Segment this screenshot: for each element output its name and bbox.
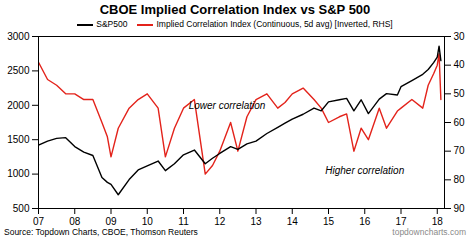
- svg-text:80: 80: [454, 174, 466, 185]
- svg-text:500: 500: [13, 203, 30, 214]
- svg-text:30: 30: [454, 31, 466, 42]
- svg-text:16: 16: [359, 216, 371, 226]
- svg-text:10: 10: [142, 216, 154, 226]
- svg-text:13: 13: [250, 216, 262, 226]
- svg-text:Higher correlation: Higher correlation: [325, 165, 404, 176]
- svg-text:15: 15: [323, 216, 335, 226]
- svg-text:14: 14: [287, 216, 299, 226]
- svg-text:2000: 2000: [7, 100, 30, 111]
- html-text:S&P500: S&P500: [96, 19, 128, 29]
- svg-text:18: 18: [432, 216, 444, 226]
- svg-text:Lower correlation: Lower correlation: [189, 100, 266, 111]
- html-text:Implied Correlation Index (Con: Implied Correlation Index (Continuous, 5…: [156, 19, 393, 29]
- svg-text:1000: 1000: [7, 168, 30, 179]
- svg-text:1500: 1500: [7, 134, 30, 145]
- svg-text:17: 17: [395, 216, 407, 226]
- svg-text:09: 09: [105, 216, 117, 226]
- html-text:Source: Topdown Charts, CBOE,: Source: Topdown Charts, CBOE, Thomson Re…: [4, 227, 198, 237]
- svg-text:07: 07: [33, 216, 45, 226]
- svg-text:90: 90: [454, 203, 466, 214]
- html-text:CBOE Implied Correlation Index: CBOE Implied Correlation Index vs S&P 50…: [99, 2, 371, 17]
- svg-text:11: 11: [178, 216, 189, 226]
- svg-text:2500: 2500: [7, 65, 30, 76]
- svg-text:50: 50: [454, 88, 466, 99]
- svg-text:60: 60: [454, 117, 466, 128]
- html-text:topdowncharts.com: topdowncharts.com: [392, 227, 466, 237]
- svg-text:40: 40: [454, 59, 466, 70]
- svg-text:3000: 3000: [7, 31, 30, 42]
- svg-text:12: 12: [214, 216, 226, 226]
- svg-text:70: 70: [454, 145, 466, 156]
- svg-text:08: 08: [69, 216, 81, 226]
